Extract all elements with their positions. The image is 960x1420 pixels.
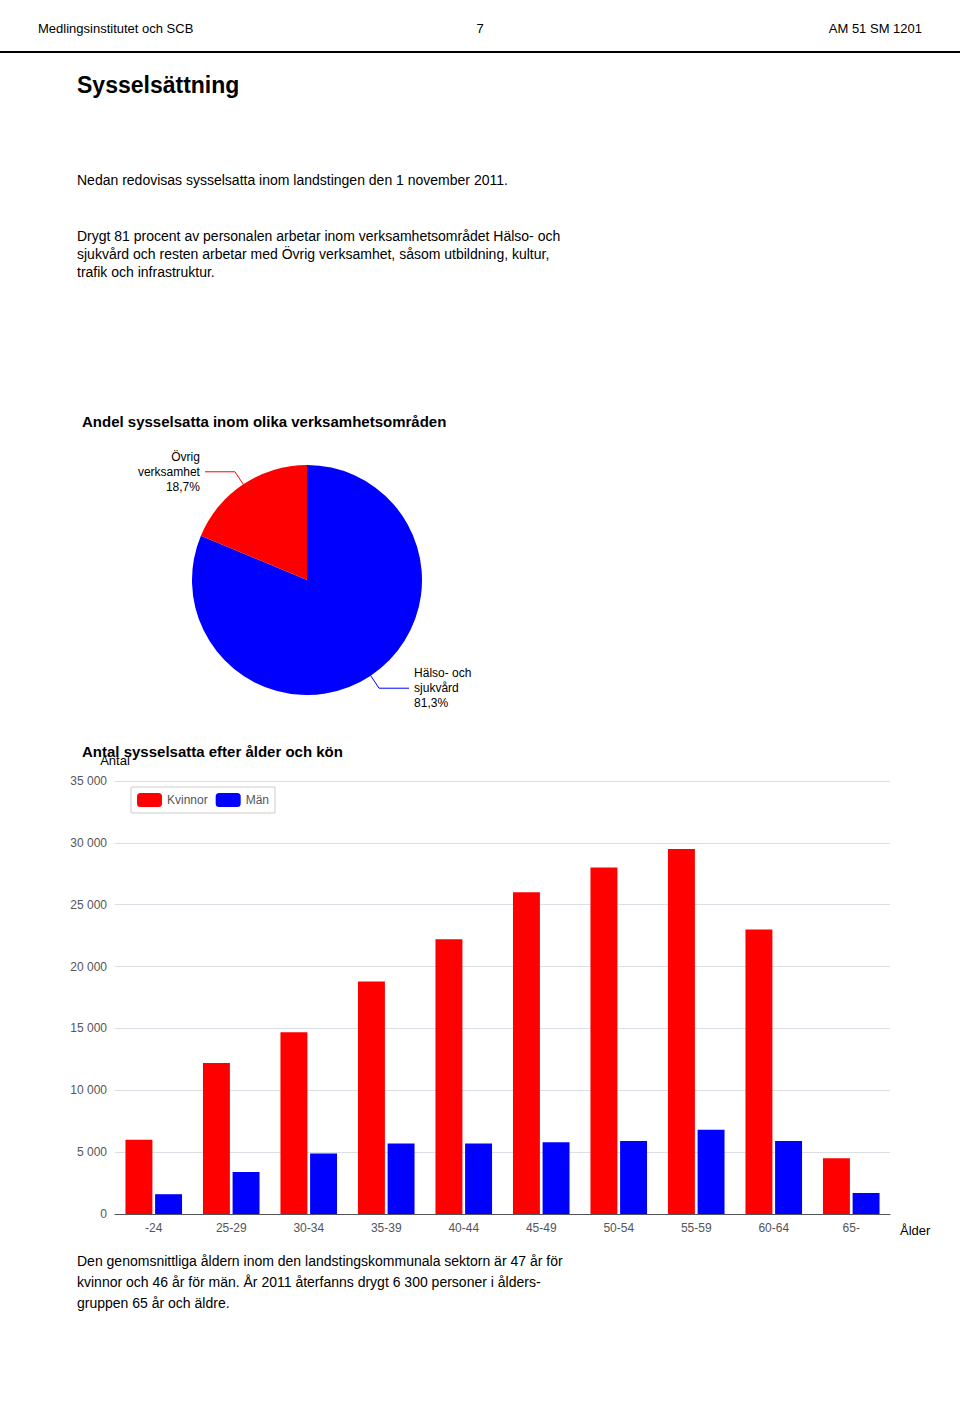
svg-text:sjukvård och resten arbetar me: sjukvård och resten arbetar med Övrig ve… [77, 245, 549, 262]
svg-text:20 000: 20 000 [70, 960, 107, 974]
svg-text:trafik och infrastruktur.: trafik och infrastruktur. [77, 264, 215, 280]
svg-text:5 000: 5 000 [77, 1145, 107, 1159]
svg-text:10 000: 10 000 [70, 1083, 107, 1097]
svg-text:18,7%: 18,7% [166, 480, 200, 494]
svg-text:Kvinnor: Kvinnor [167, 793, 208, 807]
svg-text:40-44: 40-44 [448, 1221, 479, 1235]
svg-text:30 000: 30 000 [70, 836, 107, 850]
svg-text:Antal: Antal [100, 753, 130, 768]
svg-text:Andel sysselsatta inom olika v: Andel sysselsatta inom olika verksamhets… [82, 413, 446, 430]
svg-text:7: 7 [476, 21, 483, 36]
svg-text:0: 0 [100, 1207, 107, 1221]
svg-text:45-49: 45-49 [526, 1221, 557, 1235]
svg-text:Medlingsinstitutet och SCB: Medlingsinstitutet och SCB [38, 21, 193, 36]
svg-text:verksamhet: verksamhet [138, 465, 201, 479]
svg-text:Den genomsnittliga åldern inom: Den genomsnittliga åldern inom den lands… [77, 1253, 563, 1269]
svg-text:sjukvård: sjukvård [414, 681, 459, 695]
svg-text:Nedan redovisas sysselsatta in: Nedan redovisas sysselsatta inom landsti… [77, 172, 508, 188]
svg-text:25 000: 25 000 [70, 898, 107, 912]
svg-text:65-: 65- [843, 1221, 860, 1235]
svg-text:35-39: 35-39 [371, 1221, 402, 1235]
svg-text:35 000: 35 000 [70, 774, 107, 788]
svg-text:15 000: 15 000 [70, 1021, 107, 1035]
svg-text:50-54: 50-54 [603, 1221, 634, 1235]
svg-text:AM 51 SM 1201: AM 51 SM 1201 [829, 21, 922, 36]
svg-text:30-34: 30-34 [293, 1221, 324, 1235]
svg-text:Hälso- och: Hälso- och [414, 666, 471, 680]
svg-text:Sysselsättning: Sysselsättning [77, 72, 239, 98]
svg-text:Män: Män [246, 793, 269, 807]
svg-text:Övrig: Övrig [171, 450, 200, 464]
svg-text:kvinnor och 46 år för män. År: kvinnor och 46 år för män. År 2011 återf… [77, 1274, 541, 1290]
svg-text:Antal sysselsatta efter ålder: Antal sysselsatta efter ålder och kön [82, 743, 343, 760]
svg-text:Drygt 81 procent av personalen: Drygt 81 procent av personalen arbetar i… [77, 228, 560, 244]
svg-text:81,3%: 81,3% [414, 696, 448, 710]
svg-text:55-59: 55-59 [681, 1221, 712, 1235]
svg-text:-24: -24 [145, 1221, 163, 1235]
svg-text:gruppen 65 år och äldre.: gruppen 65 år och äldre. [77, 1295, 230, 1311]
svg-text:25-29: 25-29 [216, 1221, 247, 1235]
svg-text:Ålder: Ålder [900, 1223, 931, 1238]
svg-text:60-64: 60-64 [758, 1221, 789, 1235]
